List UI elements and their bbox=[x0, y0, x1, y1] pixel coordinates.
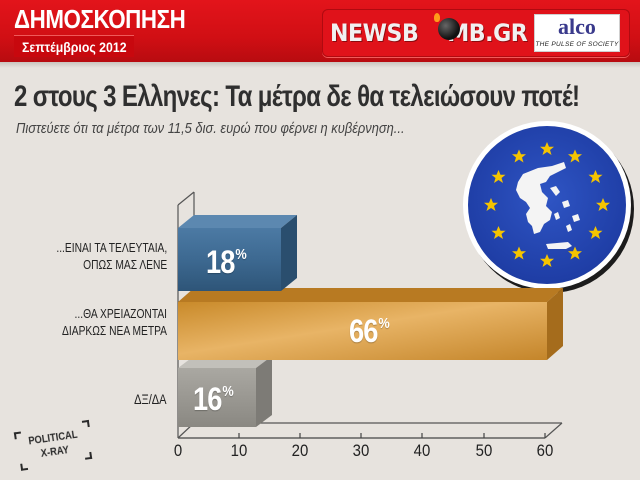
x-tick-0: 0 bbox=[173, 441, 183, 460]
percent-sign: % bbox=[222, 383, 233, 400]
bomb-fuse-icon bbox=[434, 13, 440, 22]
floor-right-edge bbox=[544, 422, 563, 439]
header-shadow bbox=[0, 62, 640, 68]
x-tick-50: 50 bbox=[475, 441, 493, 460]
newsbomb-logo: NEWSB MB.GR bbox=[330, 19, 528, 47]
percent-sign: % bbox=[235, 246, 246, 263]
category-label-2-line2: ΔΙΑΡΚΩΣ ΝΕΑ ΜΕΤΡΑ bbox=[62, 324, 167, 338]
category-label-3: ΔΞ/ΔΑ bbox=[135, 391, 167, 408]
date-badge: Σεπτέμβριος 2012 bbox=[14, 35, 134, 57]
percent-sign: % bbox=[378, 315, 389, 332]
category-label-2: ...ΘΑ ΧΡΕΙΑΖΟΝΤΑΙ ΔΙΑΡΚΩΣ ΝΕΑ ΜΕΤΡΑ bbox=[62, 306, 167, 340]
bar-3-value-number: 16 bbox=[193, 381, 222, 417]
bomb-icon bbox=[438, 18, 460, 40]
x-tick-20: 20 bbox=[291, 441, 309, 460]
x-tick-30: 30 bbox=[352, 441, 370, 460]
x-tick-60: 60 bbox=[536, 441, 554, 460]
header-band: ΔΗΜΟΣΚΟΠΗΣΗ Σεπτέμβριος 2012 NEWSB MB.GR… bbox=[0, 0, 640, 62]
alco-logo: alco THE PULSE OF SOCIETY bbox=[534, 14, 620, 52]
survey-question: Πιστεύετε ότι τα μέτρα των 11,5 δισ. ευρ… bbox=[16, 120, 405, 137]
bar-1-last-measures bbox=[178, 215, 297, 291]
x-tick-40: 40 bbox=[413, 441, 431, 460]
poll-date: Σεπτέμβριος 2012 bbox=[22, 39, 127, 55]
eu-greece-emblem bbox=[463, 121, 631, 289]
category-label-1-line1: ...ΕΙΝΑΙ ΤΑ ΤΕΛΕΥΤΑΙΑ, bbox=[56, 241, 167, 255]
eu-stars-icon bbox=[484, 142, 610, 267]
bar-3-dont-know bbox=[178, 356, 272, 427]
category-label-3-line1: ΔΞ/ΔΑ bbox=[134, 392, 167, 407]
bar-1-value-number: 18 bbox=[206, 244, 235, 280]
alco-name: alco bbox=[558, 14, 596, 39]
category-label-1: ...ΕΙΝΑΙ ΤΑ ΤΕΛΕΥΤΑΙΑ, ΟΠΩΣ ΜΑΣ ΛΕΝΕ bbox=[56, 240, 167, 274]
corner-bracket-icon bbox=[20, 462, 29, 471]
greece-map-icon bbox=[516, 162, 580, 249]
x-axis-ticks bbox=[238, 433, 546, 438]
poll-title: ΔΗΜΟΣΚΟΠΗΣΗ bbox=[14, 4, 186, 34]
bar-1-value: 18% bbox=[206, 244, 247, 281]
brand-logos: NEWSB MB.GR alco THE PULSE OF SOCIETY bbox=[322, 9, 630, 57]
eu-flag-icon bbox=[468, 126, 626, 284]
axis-depth-top bbox=[177, 191, 195, 206]
category-label-2-line1: ...ΘΑ ΧΡΕΙΑΖΟΝΤΑΙ bbox=[74, 307, 167, 321]
category-label-1-line2: ΟΠΩΣ ΜΑΣ ΛΕΝΕ bbox=[82, 258, 167, 272]
bar-3-value: 16% bbox=[193, 381, 234, 418]
x-tick-10: 10 bbox=[230, 441, 248, 460]
bar-2-value: 66% bbox=[349, 313, 390, 350]
bar-2-value-number: 66 bbox=[349, 313, 378, 349]
headline: 2 στους 3 Ελληνες: Τα μέτρα δε θα τελειώ… bbox=[14, 80, 580, 113]
bar-2-more-measures bbox=[178, 288, 563, 360]
alco-tagline: THE PULSE OF SOCIETY bbox=[535, 41, 619, 48]
